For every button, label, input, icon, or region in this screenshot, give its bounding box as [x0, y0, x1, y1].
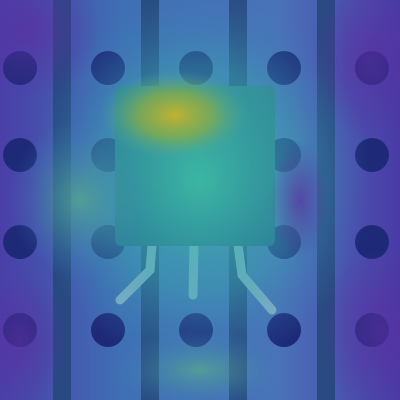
heat-peak — [100, 70, 250, 160]
heat-low — [310, 0, 400, 140]
heat-low — [270, 140, 330, 260]
heat-low — [0, 0, 100, 100]
heat-low — [320, 250, 400, 400]
heat-bottom — [110, 330, 290, 400]
heat-left — [10, 120, 150, 280]
heat-low — [0, 270, 70, 400]
